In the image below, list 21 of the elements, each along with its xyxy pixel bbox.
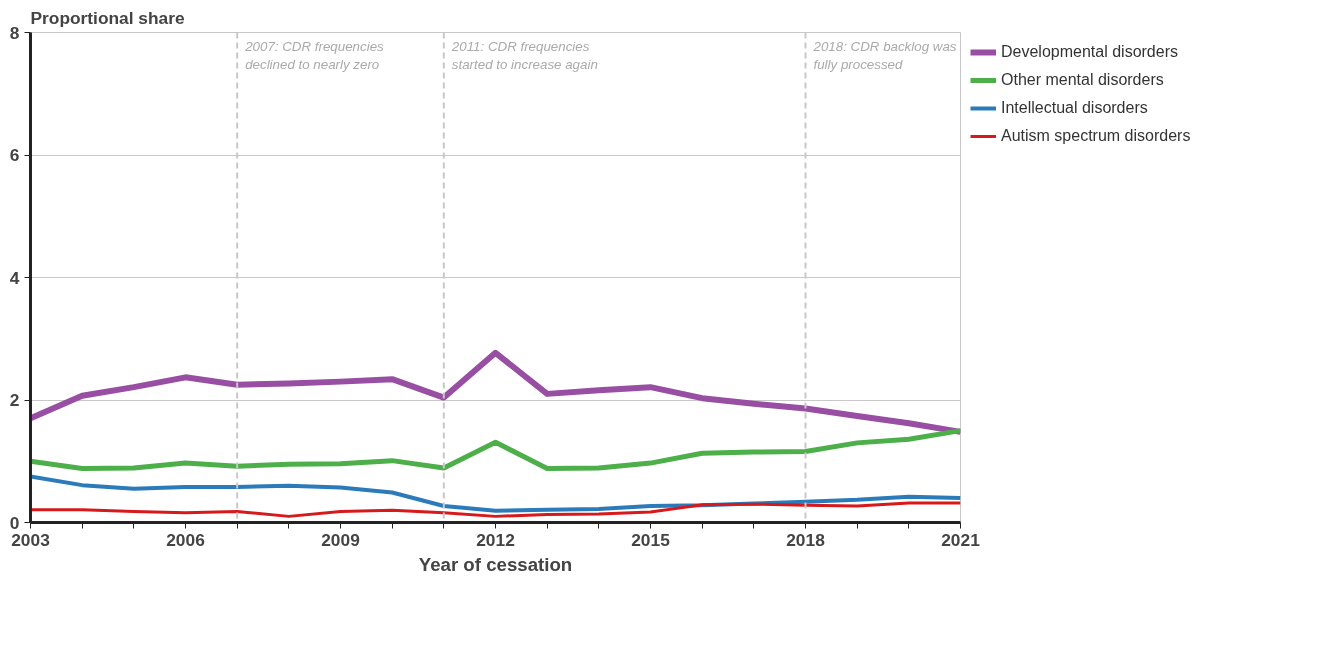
y-tick-label: 4: [9, 267, 20, 288]
x-axis-title: Year of cessation: [418, 553, 573, 575]
ref-line-label: 2007: CDR frequencies declined to nearly zero: [244, 38, 385, 72]
x-tick-label: 2021: [941, 529, 981, 550]
y-tick-label: 2: [9, 390, 20, 410]
x-tick-label: 2018: [786, 529, 826, 550]
y-axis-title: Proportional share: [30, 7, 185, 28]
y-tick-label: 8: [9, 22, 20, 43]
legend-label: Developmental disorders: [1001, 43, 1178, 61]
x-tick-label: 2015: [631, 529, 671, 550]
x-tick-label: 2012: [476, 529, 515, 550]
ref-line-label: 2018: CDR backlog was fully processed: [812, 38, 957, 72]
ref-line-label: 2011: CDR frequencies started to increase again: [450, 38, 598, 72]
x-tick-label: 2006: [166, 529, 206, 550]
y-tick-label: 6: [9, 145, 20, 165]
legend-label: Other mental disorders: [1001, 71, 1164, 89]
legend-label: Autism spectrum disorders: [1001, 127, 1191, 145]
legend-label: Intellectual disorders: [1001, 99, 1148, 117]
line-series: [30, 501, 961, 518]
line-series: [30, 474, 961, 513]
x-tick-label: 2009: [321, 529, 360, 550]
